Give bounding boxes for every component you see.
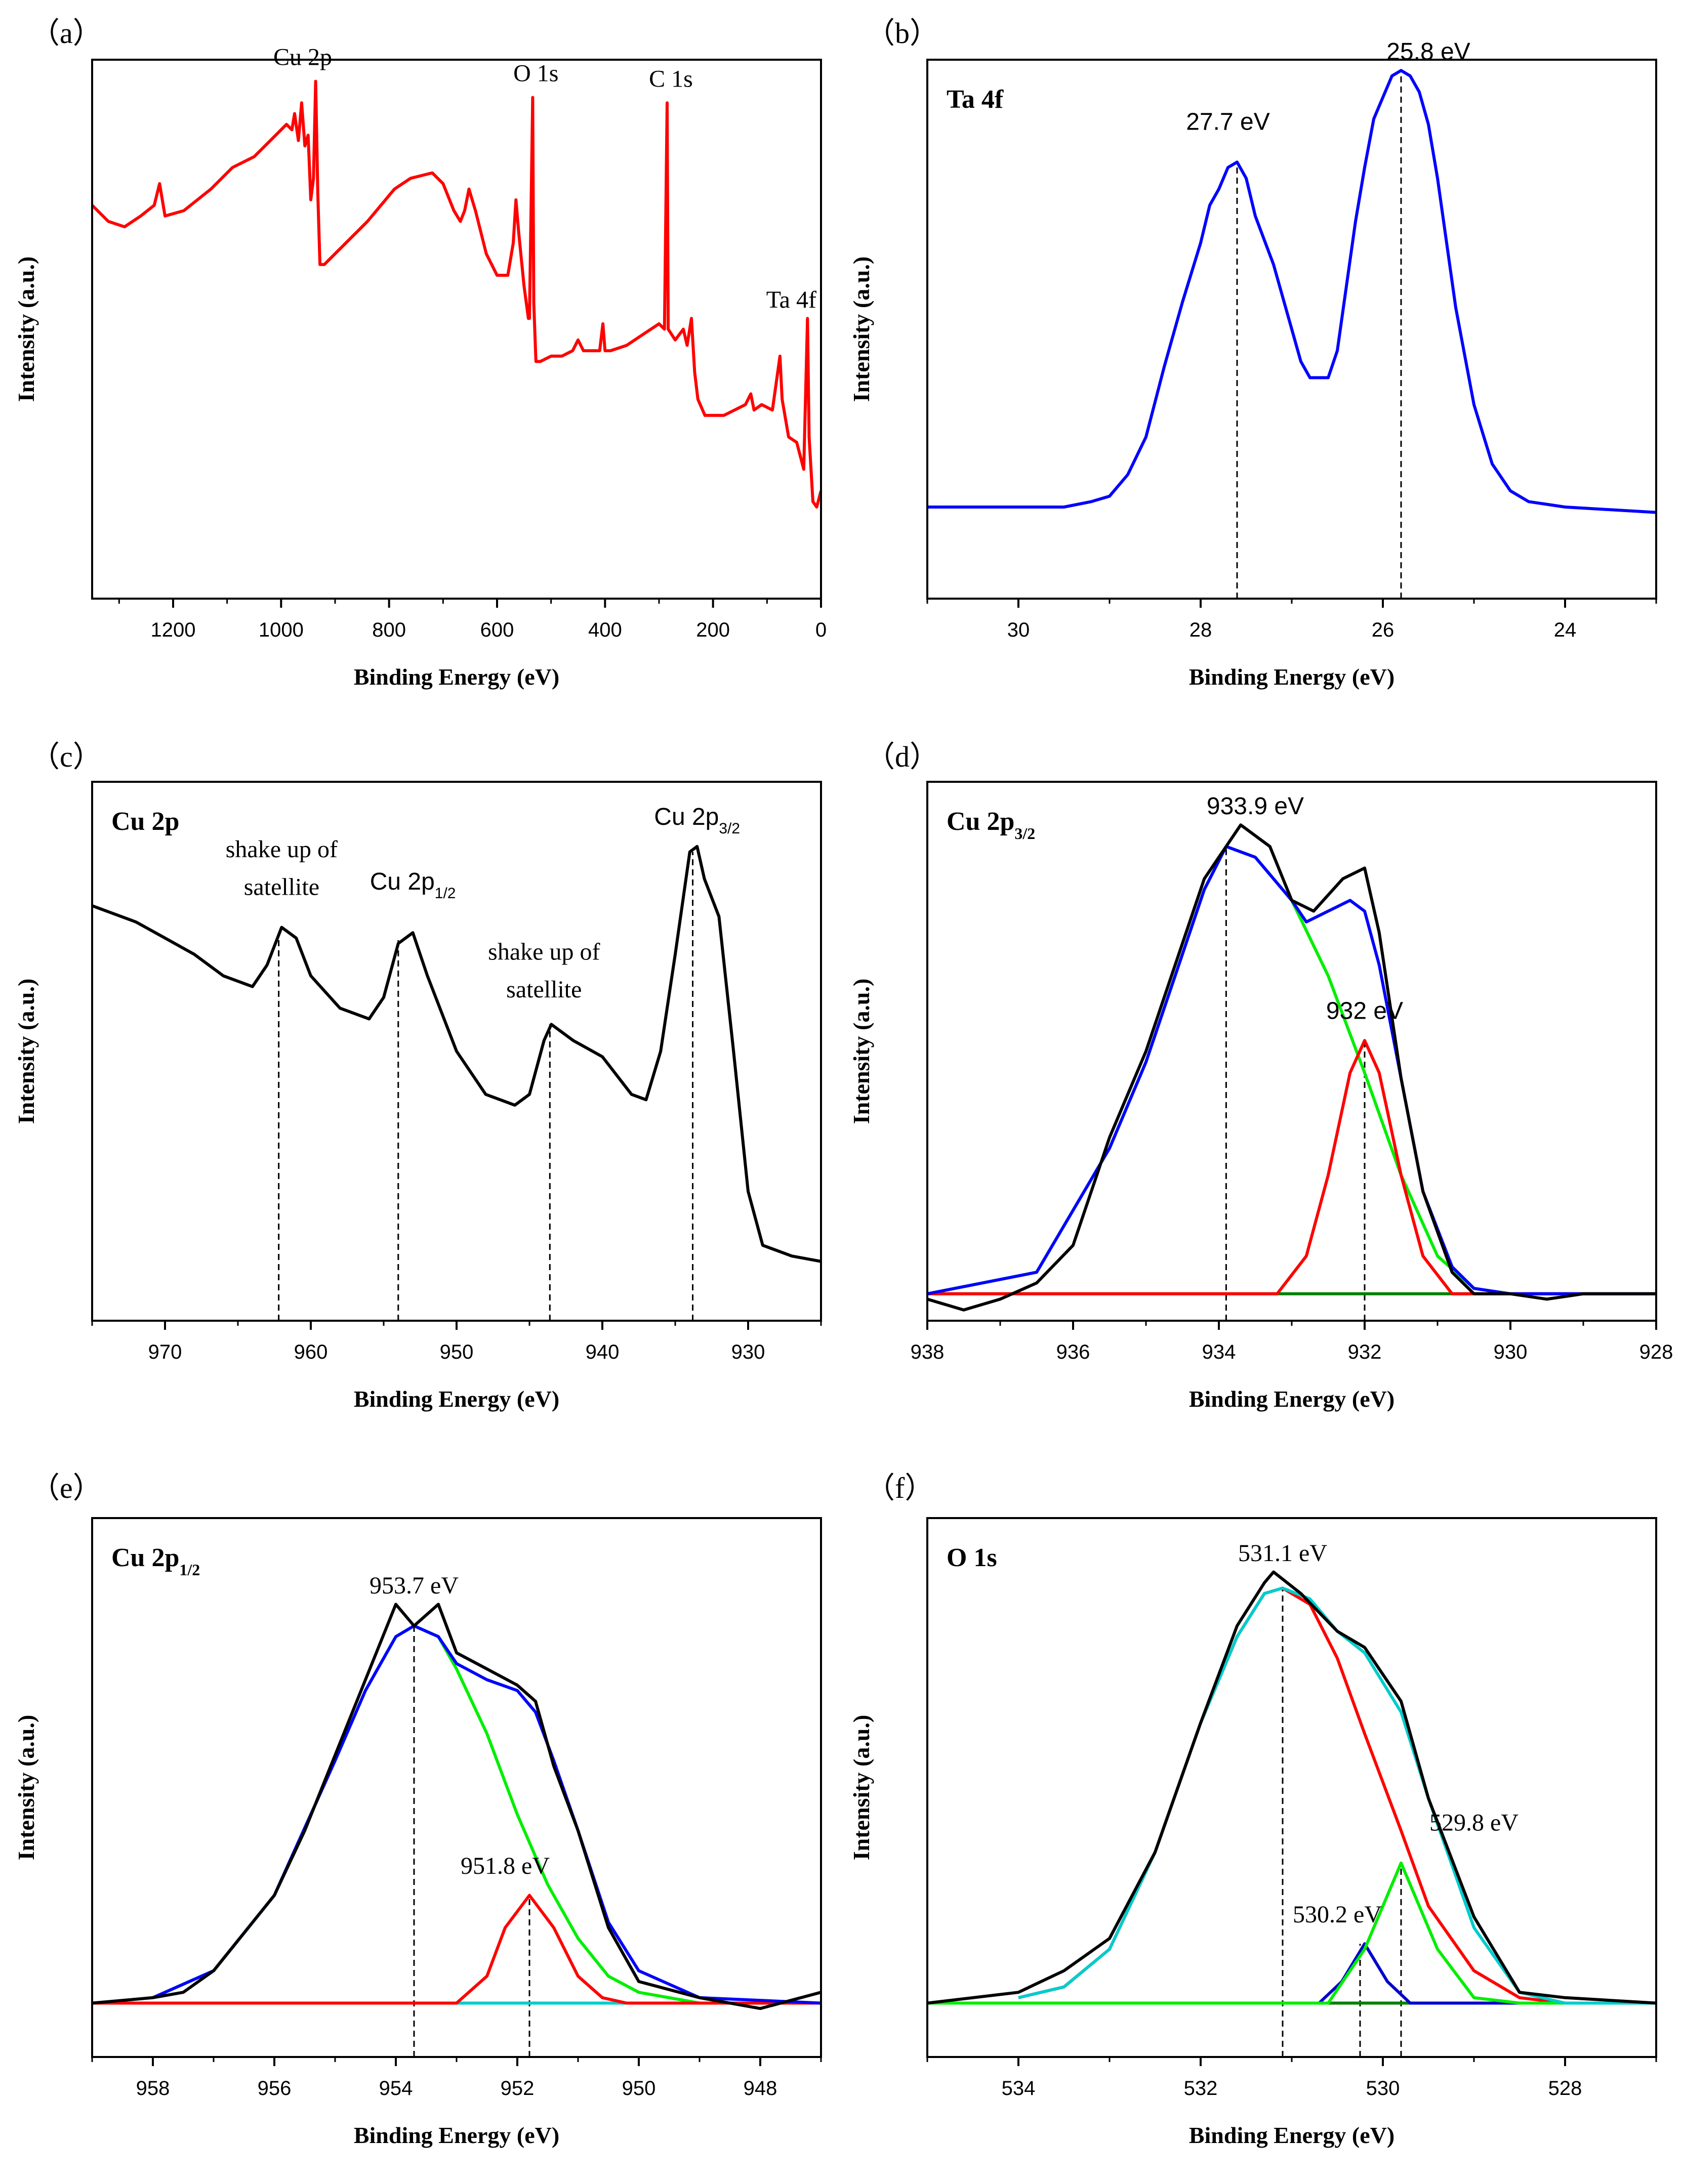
- x-tick-label: 800: [372, 619, 406, 641]
- x-tick-label: 932: [1348, 1341, 1382, 1363]
- peak-label: Ta 4f: [766, 286, 816, 313]
- x-tick-label: 200: [696, 619, 730, 641]
- x-axis-label: Binding Energy (eV): [1189, 2122, 1394, 2148]
- series-raw: [92, 1603, 821, 2010]
- x-tick-label: 960: [294, 1341, 328, 1363]
- x-tick-label: 30: [1007, 619, 1030, 641]
- panel-2: （c） 970 960 950 940 930 Binding Energy (eV) Int…: [13, 740, 822, 1412]
- panel-label: （b）: [866, 17, 939, 50]
- series-envelope: [152, 1624, 821, 2005]
- series-cu-fit: [927, 1039, 1656, 1295]
- x-tick-label: 948: [744, 2077, 777, 2099]
- x-tick-label: 530: [1366, 2077, 1400, 2099]
- panel-label: （d）: [866, 740, 939, 773]
- x-tick-label: 958: [136, 2077, 170, 2099]
- peak-label: Cu 2p: [273, 44, 332, 71]
- x-axis-label: Binding Energy (eV): [354, 1386, 559, 1412]
- x-tick-label: 940: [586, 1341, 620, 1363]
- peak-label: 25.8 eV: [1386, 38, 1470, 65]
- peak-label: 529.8 eV: [1429, 1810, 1519, 1836]
- series-raw: [927, 823, 1656, 1312]
- peak-label: O 1s: [513, 60, 558, 87]
- panel-label: （f）: [866, 1472, 934, 1504]
- x-tick-label: 28: [1189, 619, 1212, 641]
- x-axis-label: Binding Energy (eV): [1189, 1386, 1394, 1412]
- peak-label: 530.2 eV: [1293, 1901, 1382, 1928]
- x-tick-label: 534: [1002, 2077, 1036, 2099]
- panel-label: （c）: [30, 740, 102, 773]
- x-tick-label: 600: [480, 619, 514, 641]
- x-axis-label: Binding Energy (eV): [354, 2122, 559, 2148]
- series-survey: [92, 79, 821, 509]
- x-tick-label: 1000: [259, 619, 304, 641]
- x-tick-label: 954: [379, 2077, 413, 2099]
- peak-label: Cu 2p1/2: [370, 868, 456, 902]
- peak-label: shake up of: [226, 836, 338, 863]
- peak-label: shake up of: [488, 938, 600, 965]
- peak-label: 933.9 eV: [1207, 793, 1304, 820]
- series-cu-fit: [92, 1894, 821, 2005]
- peak-label: C 1s: [649, 65, 693, 92]
- x-tick-label: 952: [501, 2077, 535, 2099]
- x-tick-label: 928: [1639, 1341, 1673, 1363]
- peak-label: 531.1 eV: [1238, 1540, 1327, 1567]
- panel-label: （a）: [30, 17, 102, 50]
- series-cu2-fit: [927, 845, 1656, 1295]
- x-tick-label: 0: [815, 619, 827, 641]
- series-ta-4f: [927, 69, 1656, 514]
- series-cu-2p: [92, 845, 821, 1263]
- series-raw: [927, 1570, 1656, 2005]
- chart-title: Cu 2p: [111, 807, 179, 836]
- peak-label: satellite: [244, 874, 319, 901]
- series-cu2-fit: [152, 1624, 821, 2005]
- peak-label: 932 eV: [1326, 998, 1403, 1025]
- y-axis-label: Intensity (a.u.): [848, 257, 874, 402]
- x-tick-label: 950: [440, 1341, 474, 1363]
- x-tick-label: 930: [1494, 1341, 1528, 1363]
- x-tick-label: 532: [1184, 2077, 1218, 2099]
- panel-0: （a） 1200 1000 800 600 400 200 0 Binding Energy (…: [13, 17, 827, 690]
- x-tick-label: 930: [731, 1341, 765, 1363]
- x-tick-label: 26: [1372, 619, 1394, 641]
- x-axis-label: Binding Energy (eV): [354, 664, 559, 690]
- peak-label: Cu 2p3/2: [654, 804, 740, 837]
- peak-label: satellite: [506, 976, 582, 1003]
- chart-title: Cu 2p3/2: [947, 807, 1035, 843]
- panel-label: （e）: [30, 1472, 102, 1504]
- chart-title: O 1s: [947, 1543, 997, 1572]
- peak-label: 953.7 eV: [370, 1572, 459, 1599]
- y-axis-label: Intensity (a.u.): [13, 979, 39, 1124]
- panel-5: （f） 534 532 530 528 Binding Energy (eV) Intens…: [848, 1472, 1657, 2148]
- x-tick-label: 934: [1202, 1341, 1236, 1363]
- x-tick-label: 24: [1554, 619, 1577, 641]
- plot-frame: [926, 781, 1657, 1322]
- series-529-8-ev-fit: [927, 1861, 1656, 2005]
- peak-label: 27.7 eV: [1186, 108, 1269, 135]
- y-axis-label: Intensity (a.u.): [13, 257, 39, 402]
- chart-title: Ta 4f: [947, 85, 1004, 114]
- series-envelope: [1018, 1586, 1656, 2005]
- x-tick-label: 1200: [151, 619, 196, 641]
- x-tick-label: 938: [911, 1341, 945, 1363]
- x-tick-label: 936: [1056, 1341, 1090, 1363]
- x-axis-label: Binding Energy (eV): [1189, 664, 1394, 690]
- x-tick-label: 400: [588, 619, 622, 641]
- plot-frame: [91, 59, 822, 600]
- panel-1: （b） 30 28 26 24 Binding Energy (eV) Intensity …: [848, 17, 1657, 690]
- y-axis-label: Intensity (a.u.): [848, 979, 874, 1124]
- y-axis-label: Intensity (a.u.): [13, 1715, 39, 1861]
- x-tick-label: 950: [622, 2077, 656, 2099]
- series-envelope: [927, 845, 1656, 1295]
- x-tick-label: 956: [258, 2077, 292, 2099]
- y-axis-label: Intensity (a.u.): [848, 1715, 874, 1861]
- chart-title: Cu 2p1/2: [111, 1543, 200, 1579]
- plot-frame: [926, 1517, 1657, 2058]
- panel-3: （d） 938 936 934 932 930 928 Binding Energy (eV)…: [848, 740, 1673, 1412]
- x-tick-label: 528: [1548, 2077, 1582, 2099]
- x-tick-label: 970: [148, 1341, 182, 1363]
- peak-label: 951.8 eV: [461, 1853, 550, 1879]
- panel-4: （e） 958 956 954 952 950 948 Binding Energy (eV)…: [13, 1472, 822, 2148]
